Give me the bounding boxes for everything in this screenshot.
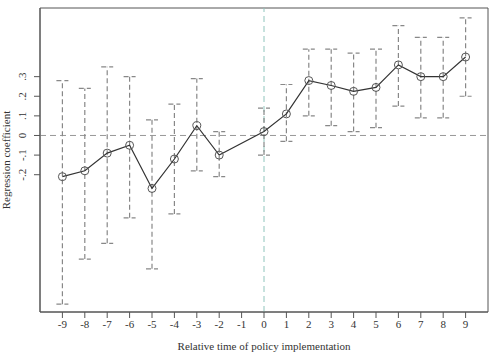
svg-text:-4: -4 (170, 318, 180, 330)
svg-text:-9: -9 (58, 318, 68, 330)
svg-text:2: 2 (306, 318, 312, 330)
svg-text:9: 9 (463, 318, 469, 330)
svg-text:-.2: -.2 (16, 169, 28, 181)
svg-text:6: 6 (396, 318, 402, 330)
svg-text:.3: .3 (16, 72, 28, 81)
svg-text:.2: .2 (16, 92, 28, 100)
svg-text:-3: -3 (192, 318, 202, 330)
svg-text:-5: -5 (147, 318, 157, 330)
svg-text:0: 0 (261, 318, 267, 330)
svg-text:-6: -6 (125, 318, 135, 330)
svg-text:3: 3 (328, 318, 334, 330)
svg-text:-2: -2 (215, 318, 224, 330)
svg-text:Relative time of policy implem: Relative time of policy implementation (178, 340, 351, 352)
svg-text:0: 0 (16, 132, 28, 138)
svg-text:8: 8 (440, 318, 446, 330)
svg-text:-.1: -.1 (16, 149, 28, 161)
svg-text:-8: -8 (80, 318, 90, 330)
svg-text:4: 4 (351, 318, 357, 330)
svg-text:-1: -1 (237, 318, 246, 330)
svg-text:5: 5 (373, 318, 379, 330)
svg-text:7: 7 (418, 318, 424, 330)
svg-text:-7: -7 (103, 318, 113, 330)
svg-text:Regression coefficient: Regression coefficient (8, 111, 12, 209)
svg-text:.1: .1 (16, 112, 28, 120)
svg-text:1: 1 (284, 318, 290, 330)
